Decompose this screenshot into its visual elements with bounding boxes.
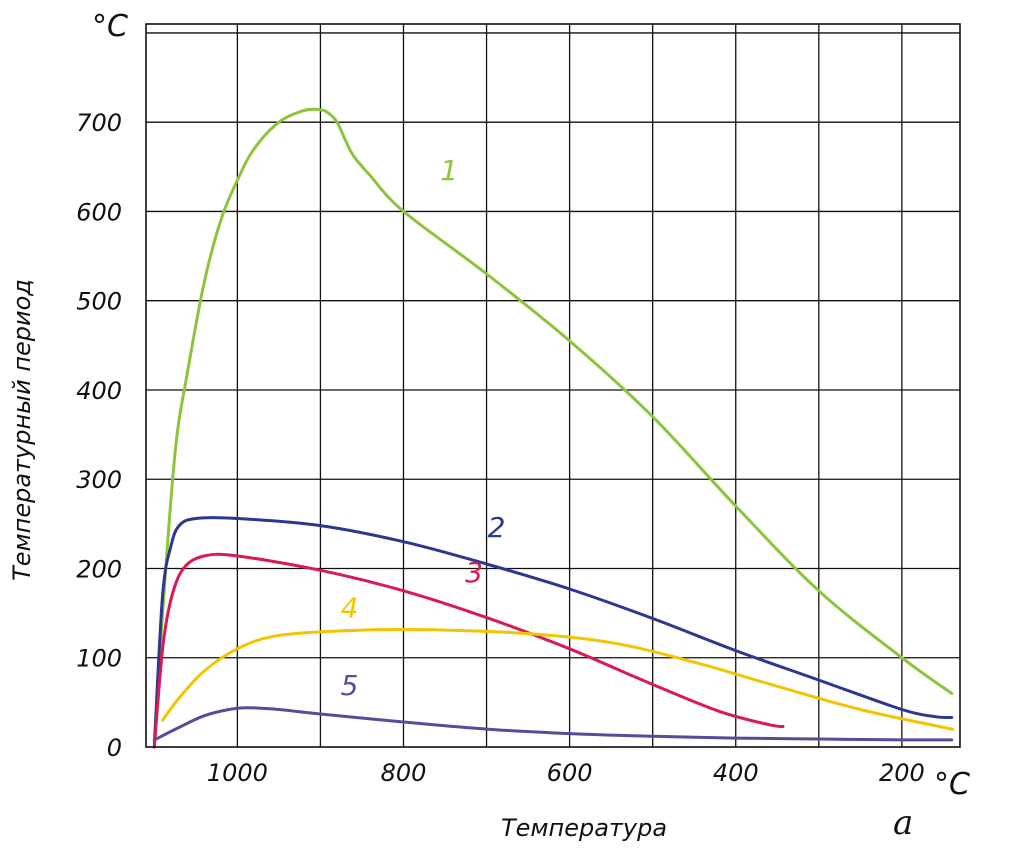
x-axis-title: Температура — [501, 814, 667, 842]
plot-frame — [145, 23, 961, 748]
y-tick-label: 500 — [76, 288, 122, 316]
series-line-2 — [152, 516, 954, 749]
y-tick-label: 400 — [76, 377, 122, 405]
series-line-4 — [161, 628, 955, 731]
series-line-5 — [152, 706, 954, 742]
y-tick-label: 100 — [76, 645, 122, 673]
y-tick-labels: 0 100 200 300 400 500 600 700 — [76, 109, 122, 762]
y-tick-label: 0 — [107, 734, 122, 762]
series-label-1: 1 — [440, 154, 458, 187]
panel-label: а — [893, 803, 913, 843]
y-axis-title: Температурный период — [8, 279, 36, 581]
x-axis-unit: °С — [934, 767, 970, 802]
series-curves — [152, 107, 955, 749]
x-tick-labels: 1000 800 600 400 200 — [207, 759, 925, 787]
y-tick-label: 300 — [76, 466, 122, 494]
grid — [146, 24, 960, 747]
series-line-3 — [152, 552, 785, 749]
y-tick-label: 600 — [76, 198, 122, 226]
y-tick-label: 200 — [76, 555, 122, 583]
series-line-1 — [152, 107, 954, 744]
x-tick-label: 400 — [713, 759, 759, 787]
series-label-5: 5 — [341, 669, 359, 702]
series-label-2: 2 — [488, 511, 506, 544]
x-tick-label: 600 — [547, 759, 593, 787]
y-tick-label: 700 — [76, 109, 122, 137]
series-label-4: 4 — [341, 592, 359, 625]
x-tick-label: 200 — [879, 759, 925, 787]
x-tick-label: 1000 — [207, 759, 268, 787]
x-tick-label: 800 — [381, 759, 427, 787]
y-axis-unit: °С — [92, 9, 128, 44]
series-label-3: 3 — [465, 556, 483, 589]
